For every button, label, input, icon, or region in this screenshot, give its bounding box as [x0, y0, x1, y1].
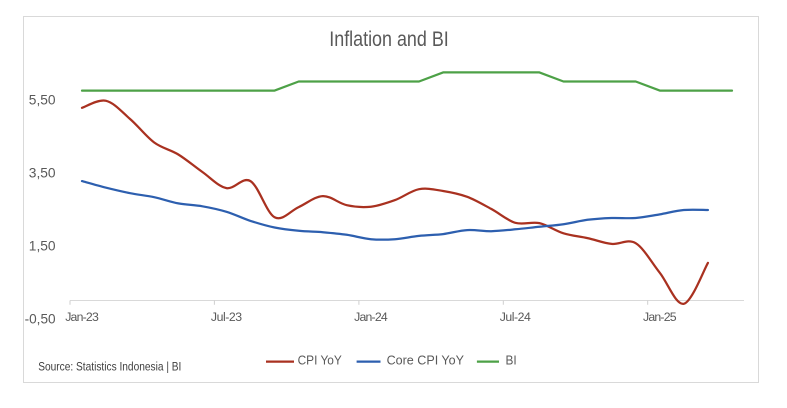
svg-text:-0,50: -0,50: [25, 311, 56, 327]
svg-text:Inflation and BI: Inflation and BI: [329, 28, 449, 51]
svg-text:BI: BI: [506, 353, 517, 368]
svg-text:Jan-25: Jan-25: [643, 310, 677, 324]
svg-text:Jan-23: Jan-23: [65, 310, 99, 324]
svg-text:CPI YoY: CPI YoY: [298, 353, 342, 368]
svg-text:3,50: 3,50: [29, 165, 56, 181]
svg-text:1,50: 1,50: [29, 238, 56, 254]
svg-text:Jul-24: Jul-24: [500, 310, 531, 324]
svg-text:Jul-23: Jul-23: [211, 310, 242, 324]
svg-text:Jan-24: Jan-24: [354, 310, 388, 324]
svg-text:Source: Statistics Indonesia |: Source: Statistics Indonesia | BI: [38, 360, 181, 374]
svg-text:Core CPI YoY: Core CPI YoY: [387, 353, 465, 368]
svg-text:5,50: 5,50: [29, 92, 56, 108]
